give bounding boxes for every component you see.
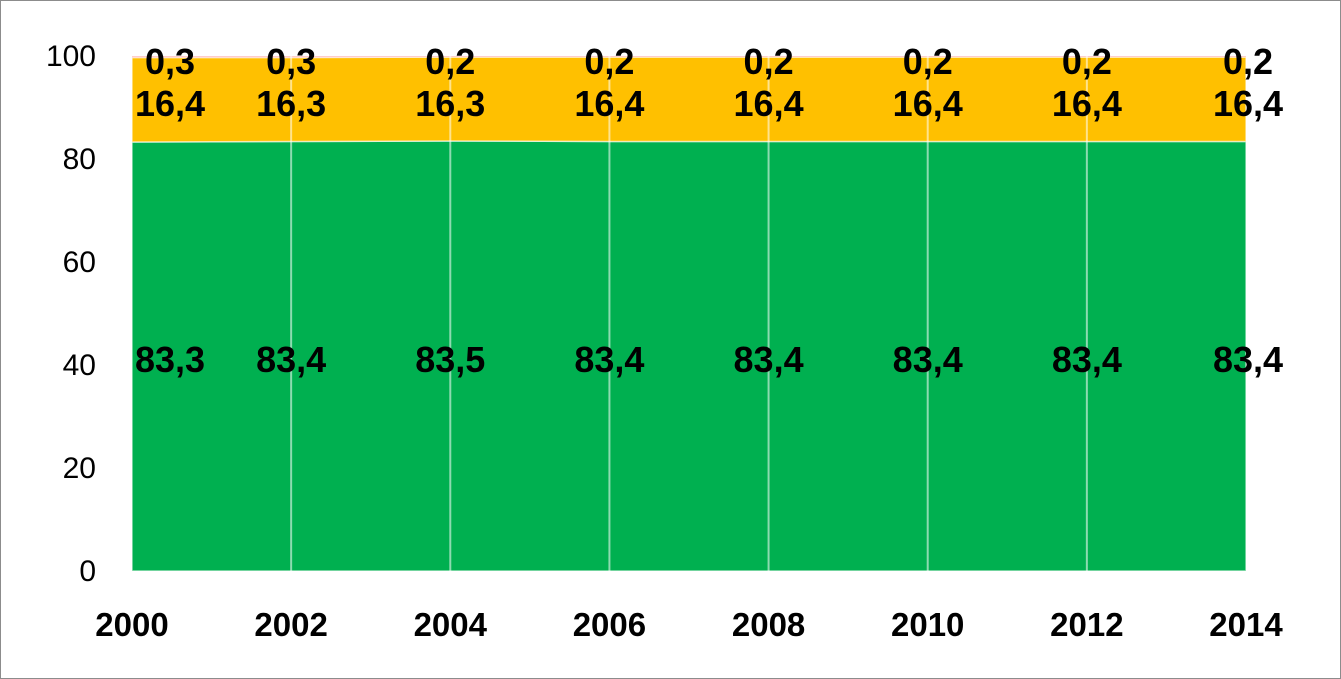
x-tick-label: 2012	[1050, 606, 1123, 643]
data-label-series-2: 16,3	[256, 83, 326, 124]
x-tick-label: 2010	[891, 606, 964, 643]
data-label-series-1: 83,4	[734, 339, 804, 380]
y-tick-label: 80	[63, 143, 96, 176]
y-tick-label: 100	[46, 40, 96, 73]
data-label-series-1: 83,5	[415, 339, 485, 380]
data-label-series-1: 83,4	[893, 339, 963, 380]
data-label-series-3: 0,2	[903, 41, 953, 82]
data-label-series-3: 0,2	[425, 41, 475, 82]
data-label-series-3: 0,2	[584, 41, 634, 82]
y-tick-label: 60	[63, 246, 96, 279]
data-label-series-2: 16,4	[1213, 83, 1283, 124]
data-label-series-2: 16,3	[415, 83, 485, 124]
data-label-series-2: 16,4	[893, 83, 963, 124]
data-label-series-2: 16,4	[1052, 83, 1122, 124]
y-tick-label: 0	[79, 555, 96, 588]
data-label-series-3: 0,2	[1223, 41, 1273, 82]
data-label-series-1: 83,4	[1052, 339, 1122, 380]
data-labels: 83,3 83,4 83,5 83,4 83,4 83,4 83,4 83,4 16,4 16,3…	[135, 41, 1283, 380]
area-layer	[131, 55, 1247, 572]
y-tick-label: 40	[63, 349, 96, 382]
data-label-series-3: 0,2	[744, 41, 794, 82]
data-label-series-2: 16,4	[135, 83, 205, 124]
x-tick-label: 2006	[573, 606, 646, 643]
data-label-series-1: 83,4	[574, 339, 644, 380]
data-label-series-1: 83,4	[1213, 339, 1283, 380]
x-tick-label: 2014	[1209, 606, 1283, 643]
data-label-series-1: 83,3	[135, 339, 205, 380]
x-tick-label: 2002	[254, 606, 327, 643]
data-label-series-3: 0,2	[1062, 41, 1112, 82]
data-label-series-2: 16,4	[574, 83, 644, 124]
data-label-series-2: 16,4	[734, 83, 804, 124]
data-label-series-3: 0,3	[145, 41, 195, 82]
x-tick-label: 2008	[732, 606, 805, 643]
data-label-series-1: 83,4	[256, 339, 326, 380]
x-axis: 2000 2002 2004 2006 2008 2010 2012 2014	[95, 606, 1283, 643]
area-series-3	[131, 55, 1247, 59]
vertical-gridlines	[290, 56, 1088, 571]
y-tick-label: 20	[63, 452, 96, 485]
data-label-series-3: 0,3	[266, 41, 316, 82]
x-tick-label: 2000	[95, 606, 168, 643]
y-axis: 0 20 40 60 80 100	[46, 40, 96, 588]
x-tick-label: 2004	[414, 606, 488, 643]
